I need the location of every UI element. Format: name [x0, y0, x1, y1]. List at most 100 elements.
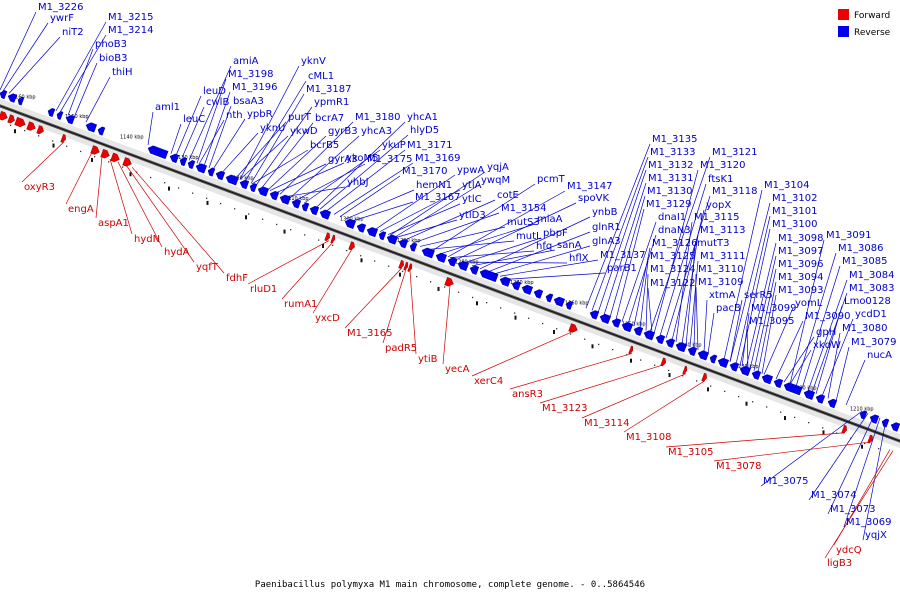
reverse-gene-label: M1_3131	[648, 173, 693, 184]
reverse-gene-arrow	[521, 284, 534, 295]
tick-label: 1270 kbp	[510, 280, 534, 286]
reverse-gene-label: ytlD3	[459, 210, 486, 221]
leader-line	[685, 247, 696, 346]
reverse-gene-arrow	[65, 115, 76, 125]
reverse-gene-label: gyrA3	[328, 154, 358, 165]
major-tick	[822, 430, 825, 435]
reverse-gene-label: M1_3073	[830, 504, 875, 515]
forward-gene-arrow	[398, 259, 404, 269]
forward-gene-arrow	[701, 372, 707, 382]
reverse-gene-arrow	[47, 107, 56, 118]
reverse-gene-label: M1_3126	[652, 238, 697, 249]
reverse-gene-arrow	[97, 126, 106, 136]
major-tick	[168, 186, 170, 191]
leader-line	[244, 80, 307, 182]
tick-dot	[556, 328, 558, 330]
reverse-gene-label: M1_3111	[700, 251, 745, 262]
forward-gene-label: hydA	[164, 247, 190, 258]
reverse-gene-arrow	[386, 234, 399, 245]
reverse-gene-arrow	[344, 218, 357, 229]
reverse-gene-arrow	[56, 111, 64, 120]
reverse-gene-label: Lmo0128	[844, 296, 891, 307]
tick-dot	[696, 380, 698, 382]
reverse-gene-arrow	[17, 96, 25, 106]
leader-line	[325, 149, 406, 212]
leader-line	[689, 260, 699, 348]
figure-caption: Paenibacillus polymyxa M1 main chromosom…	[255, 580, 645, 590]
leader-line	[85, 76, 111, 123]
leader-line	[181, 106, 205, 158]
reverse-gene-label: ykwD	[290, 126, 318, 137]
leader-line	[471, 249, 556, 267]
forward-gene-label: fdhF	[226, 273, 248, 284]
forward-gene-arrow	[36, 125, 44, 135]
forward-gene-label: yxcD	[315, 313, 340, 324]
leader-line	[295, 163, 366, 201]
leader-line	[695, 286, 699, 351]
leader-line	[269, 163, 327, 191]
reverse-gene-label: M1_3214	[108, 25, 153, 36]
reverse-gene-arrow	[633, 326, 644, 336]
leader-line	[147, 111, 154, 146]
reverse-gene-arrow	[599, 313, 612, 324]
tick-dot	[108, 161, 110, 163]
leader-line	[665, 195, 711, 339]
reverse-gene-arrow	[435, 252, 448, 263]
reverse-gene-label: yhcA3	[361, 126, 392, 137]
reverse-gene-label: niT2	[62, 27, 84, 38]
tick-dot	[24, 129, 26, 132]
reverse-gene-label: M1_3098	[778, 233, 823, 244]
reverse-gene-label: M1_3226	[38, 2, 83, 13]
reverse-gene-arrow	[7, 93, 18, 103]
forward-gene-arrow	[100, 148, 110, 159]
reverse-gene-label: glnA3	[592, 236, 621, 247]
tick-label: 1150 kbp	[65, 114, 89, 120]
leader-line	[815, 305, 843, 395]
reverse-gene-arrow	[643, 330, 656, 341]
reverse-gene-label: M1_3100	[772, 219, 817, 230]
leader-line	[315, 121, 406, 208]
leader-line	[783, 336, 815, 383]
leader-line	[703, 299, 708, 353]
leader-line	[382, 269, 407, 344]
leader-line	[627, 234, 657, 325]
forward-gene-label: engA	[68, 204, 94, 215]
leader-line	[729, 299, 743, 362]
reverse-gene-label: M1_3170	[402, 166, 447, 177]
leader-line	[319, 134, 409, 210]
tick-dot	[66, 145, 68, 147]
leader-line	[198, 119, 225, 165]
leader-line	[471, 331, 574, 377]
reverse-gene-label: gpH	[816, 327, 836, 338]
reverse-gene-arrow	[269, 191, 280, 201]
leader-line	[344, 267, 403, 329]
reverse-gene-label: mutS3	[507, 217, 540, 228]
leader-line	[671, 209, 705, 341]
forward-gene-label: hydN	[134, 234, 160, 245]
forward-gene-arrow	[26, 121, 36, 131]
tick-dot	[752, 401, 754, 403]
leader-line	[615, 208, 645, 320]
leader-line	[267, 135, 327, 191]
leader-line	[351, 201, 414, 222]
leader-line	[509, 353, 633, 390]
leader-line	[131, 166, 225, 274]
leader-line	[109, 158, 133, 235]
leader-line	[409, 270, 417, 355]
tick-label: 1290 kbp	[397, 238, 421, 244]
major-tick	[245, 215, 247, 220]
leader-line	[439, 223, 536, 255]
forward-gene-arrow	[867, 434, 873, 444]
reverse-gene-label: ytlC	[462, 194, 482, 205]
reverse-gene-arrow	[890, 422, 900, 432]
reverse-gene-arrow	[207, 167, 216, 177]
leader-line	[235, 121, 287, 179]
tick-dot	[584, 338, 586, 340]
leader-line	[749, 255, 777, 370]
leader-line	[789, 349, 812, 385]
major-tick	[784, 416, 786, 421]
leader-line	[333, 162, 414, 215]
tick-label: 1220 kbp	[793, 385, 817, 391]
major-tick	[707, 387, 709, 392]
leader-line	[757, 281, 777, 373]
